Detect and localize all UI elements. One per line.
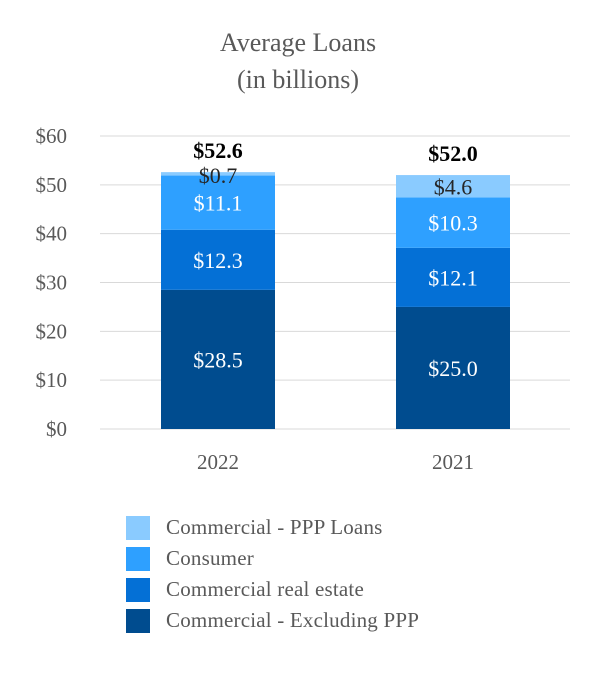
data-label: $4.6 [434, 174, 473, 199]
legend-label: Commercial real estate [166, 577, 364, 601]
legend-item: Commercial real estate [126, 574, 419, 605]
legend-item: Commercial - Excluding PPP [126, 605, 419, 636]
chart-legend: Commercial - PPP Loans Consumer Commercial… [126, 512, 419, 636]
data-label: $10.3 [428, 211, 478, 236]
data-label: $25.0 [428, 356, 478, 381]
data-label: $11.1 [194, 191, 243, 216]
y-tick-label: $0 [46, 417, 67, 441]
bar-segment [396, 247, 510, 307]
bar-segment [396, 175, 510, 198]
y-tick-label: $60 [36, 124, 68, 148]
data-label: $12.1 [428, 265, 478, 290]
chart-plot: Average Loans (in billions) $0 $10 $20 $30 $40… [36, 28, 570, 474]
total-label: $52.0 [428, 141, 478, 166]
legend-label: Commercial - PPP Loans [166, 515, 383, 539]
bar-segment [161, 289, 275, 429]
data-label: $12.3 [193, 248, 243, 273]
bar-segment [396, 197, 510, 248]
chart-title: Average Loans [220, 28, 376, 57]
x-tick-label: 2021 [432, 450, 474, 474]
data-label: $0.7 [199, 163, 238, 188]
bar-segment [161, 172, 275, 176]
data-label: $28.5 [193, 347, 243, 372]
legend-label: Commercial - Excluding PPP [166, 608, 420, 632]
legend-item: Commercial - PPP Loans [126, 512, 419, 543]
legend-label: Consumer [166, 546, 254, 570]
legend-swatch [126, 577, 150, 602]
y-tick-label: $10 [36, 368, 68, 392]
y-tick-label: $20 [36, 319, 68, 343]
bar-segment [161, 175, 275, 230]
legend-swatch [126, 515, 150, 540]
legend-item: Consumer [126, 543, 419, 574]
y-tick-label: $40 [36, 222, 68, 246]
chart-subtitle: (in billions) [237, 65, 359, 94]
legend-swatch [126, 608, 150, 633]
y-tick-label: $50 [36, 173, 68, 197]
y-tick-label: $30 [36, 271, 68, 295]
x-tick-label: 2022 [197, 450, 239, 474]
bar-segment [161, 229, 275, 290]
bar-segment [396, 306, 510, 429]
total-label: $52.6 [193, 138, 243, 163]
legend-swatch [126, 546, 150, 571]
